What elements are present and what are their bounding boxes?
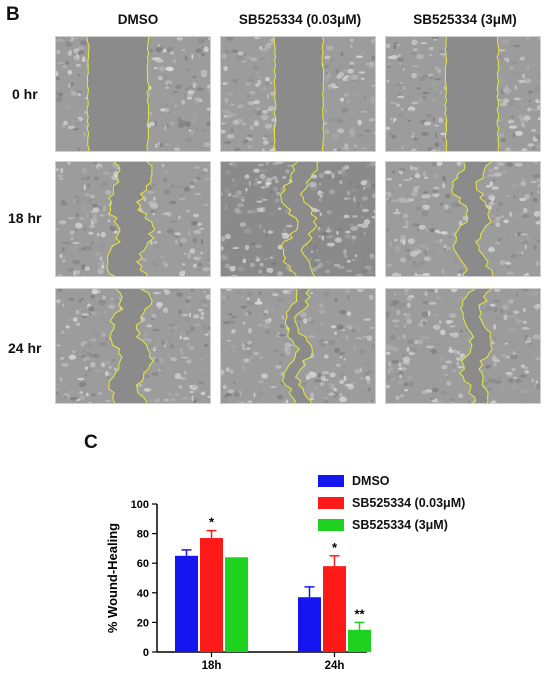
y-tick-label-0: 0 — [143, 647, 149, 659]
significance-24h-series-2: ** — [354, 606, 365, 621]
column-header-low-dose: SB525334 (0.03μM) — [238, 12, 362, 27]
chart-legend: DMSO SB525334 (0.03μM) SB525334 (3μM) — [318, 470, 465, 536]
y-tick-label-100: 100 — [131, 499, 149, 511]
panel-c-letter: C — [84, 432, 98, 453]
y-tick-label-40: 40 — [137, 588, 149, 600]
legend-item-dmso: DMSO — [318, 470, 465, 492]
legend-item-low-dose: SB525334 (0.03μM) — [318, 492, 465, 514]
bar-24h-series-0 — [298, 597, 321, 652]
x-tick-label-24h: 24h — [325, 660, 345, 672]
bar-18h-series-0 — [175, 555, 198, 652]
row-header-0hr: 0 hr — [12, 86, 38, 102]
row-header-18hr: 18 hr — [8, 210, 42, 226]
legend-item-high-dose: SB525334 (3μM) — [318, 514, 465, 536]
legend-label-high-dose: SB525334 (3μM) — [352, 518, 448, 532]
bar-18h-series-1 — [200, 538, 223, 652]
micrograph-0hr-low-dose — [220, 36, 376, 152]
legend-swatch-high-dose — [318, 519, 344, 531]
y-tick-label-20: 20 — [137, 617, 149, 629]
significance-24h-series-1: * — [332, 540, 338, 555]
micrograph-24hr-low-dose — [220, 288, 376, 404]
micrograph-24hr-high-dose — [385, 288, 541, 404]
x-tick-label-18h: 18h — [202, 660, 222, 672]
bar-18h-series-2 — [225, 557, 248, 652]
micrograph-18hr-dmso — [55, 161, 211, 277]
significance-18h-series-1: * — [209, 515, 215, 530]
micrograph-0hr-dmso — [55, 36, 211, 152]
y-tick-label-80: 80 — [137, 529, 149, 541]
legend-label-dmso: DMSO — [352, 474, 390, 488]
panel-b-letter: B — [6, 4, 20, 25]
y-axis-label: % Wound-Healing — [105, 523, 120, 633]
micrograph-0hr-high-dose — [385, 36, 541, 152]
column-header-dmso: DMSO — [117, 12, 159, 27]
micrograph-24hr-dmso — [55, 288, 211, 404]
row-header-24hr: 24 hr — [8, 340, 42, 356]
legend-label-low-dose: SB525334 (0.03μM) — [352, 496, 466, 510]
micrograph-18hr-low-dose — [220, 161, 376, 277]
bar-24h-series-2 — [348, 629, 371, 652]
legend-swatch-dmso — [318, 475, 344, 487]
column-header-high-dose: SB525334 (3μM) — [413, 12, 517, 27]
y-tick-label-60: 60 — [137, 558, 149, 570]
bar-24h-series-1 — [323, 566, 346, 652]
legend-swatch-low-dose — [318, 497, 344, 509]
micrograph-18hr-high-dose — [385, 161, 541, 277]
